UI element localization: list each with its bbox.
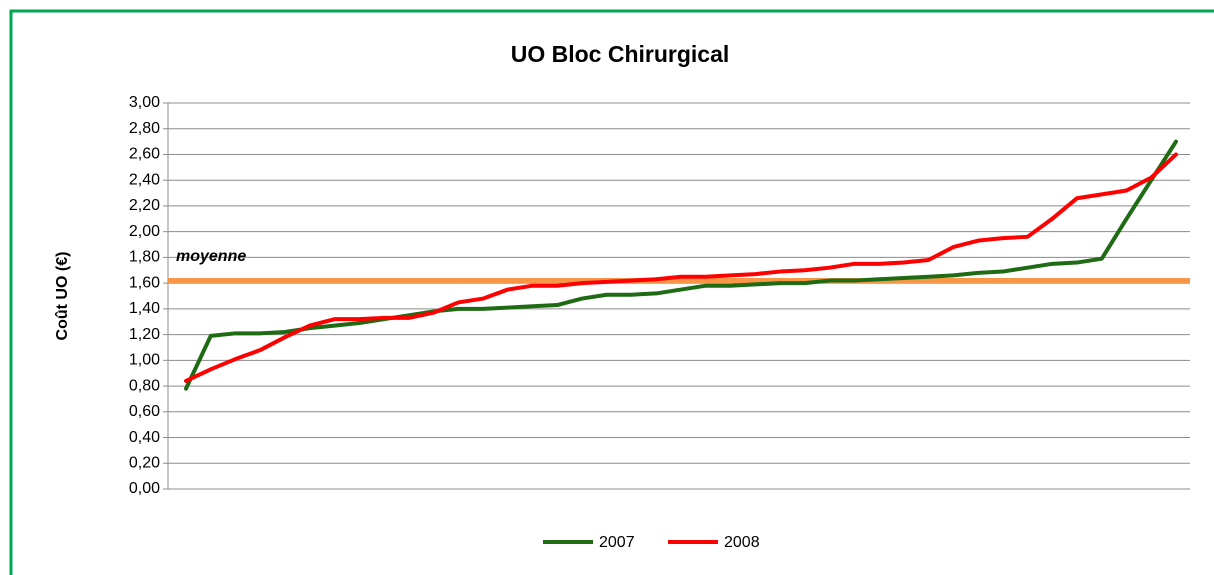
y-axis-label: Coût UO (€) bbox=[54, 252, 71, 341]
chart-title: UO Bloc Chirurgical bbox=[511, 41, 730, 67]
y-tick-label: 0,80 bbox=[129, 377, 160, 394]
y-tick-label: 0,60 bbox=[129, 403, 160, 420]
legend-label: 2007 bbox=[599, 534, 635, 551]
y-tick-label: 3,00 bbox=[129, 94, 160, 111]
y-tick-label: 2,20 bbox=[129, 197, 160, 214]
y-tick-label: 0,40 bbox=[129, 429, 160, 446]
y-tick-label: 1,00 bbox=[129, 352, 160, 369]
legend-label: 2008 bbox=[724, 534, 760, 551]
y-tick-label: 1,80 bbox=[129, 249, 160, 266]
y-tick-label: 0,20 bbox=[129, 454, 160, 471]
y-tick-label: 1,20 bbox=[129, 326, 160, 343]
series-line bbox=[184, 139, 1178, 391]
series-line bbox=[184, 152, 1178, 383]
y-tick-label: 2,80 bbox=[129, 120, 160, 137]
reference-label: moyenne bbox=[176, 248, 246, 265]
y-tick-label: 2,60 bbox=[129, 146, 160, 163]
y-tick-label: 0,00 bbox=[129, 480, 160, 497]
y-tick-label: 1,60 bbox=[129, 274, 160, 291]
y-tick-label: 2,00 bbox=[129, 223, 160, 240]
y-tick-label: 2,40 bbox=[129, 171, 160, 188]
y-tick-label: 1,40 bbox=[129, 300, 160, 317]
